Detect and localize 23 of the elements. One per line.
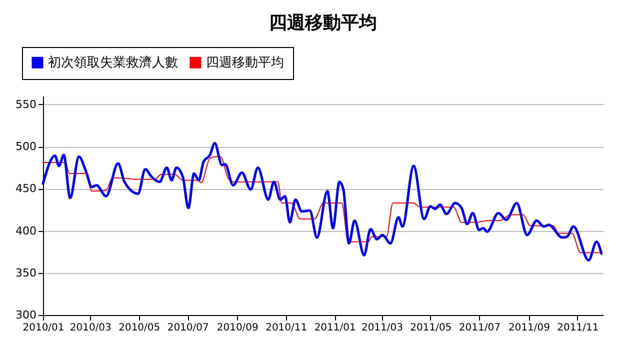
y-tick-label: 550	[16, 98, 36, 111]
y-tick-label: 500	[16, 140, 36, 154]
x-tick-label: 2011/01	[314, 322, 356, 334]
x-tick-label: 2010/07	[167, 322, 209, 334]
chart-title: 四週移動平均	[269, 12, 377, 34]
line-series	[42, 142, 603, 262]
y-tick-label: 450	[16, 182, 36, 196]
y-tick-label: 400	[16, 224, 36, 238]
x-tick-label: 2010/11	[266, 322, 308, 334]
line-series	[42, 156, 602, 254]
x-tick-label: 2010/09	[216, 322, 258, 334]
x-tick-label: 2011/05	[410, 322, 452, 334]
legend-label: 四週移動平均	[206, 56, 284, 71]
x-tick-label: 2010/03	[70, 322, 112, 334]
legend-label: 初次領取失業救濟人數	[48, 56, 178, 71]
x-tick-label: 2011/11	[557, 322, 599, 334]
x-tick-label: 2011/09	[508, 322, 550, 334]
x-tick-label: 2011/03	[361, 322, 403, 334]
y-tick-label: 300	[16, 308, 36, 322]
y-tick-label: 350	[16, 266, 36, 280]
x-tick-label: 2010/01	[22, 322, 64, 334]
x-tick-label: 2010/05	[118, 322, 160, 334]
x-tick-label: 2011/07	[458, 322, 500, 334]
